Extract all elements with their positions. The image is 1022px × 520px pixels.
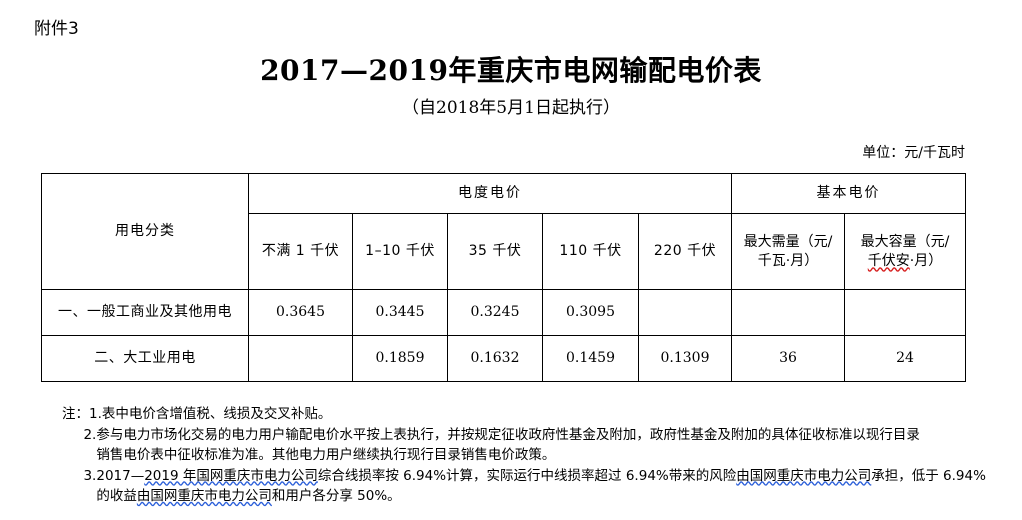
note-item: 2. 参与电力市场化交易的电力用户输配电价水平按上表执行，并按规定征收政府性基金… bbox=[62, 425, 1012, 466]
header-voltage-35kv: 35 千伏 bbox=[447, 213, 543, 290]
note-3-seg-6: 的收益 bbox=[96, 488, 137, 504]
note-3-seg-5: 承担，低于 6.94% bbox=[871, 467, 986, 484]
notes-prefix-spacer bbox=[62, 466, 83, 487]
cell-r1-c1: 0.1859 bbox=[352, 335, 448, 382]
cell-r0-c4 bbox=[637, 289, 733, 336]
note-3-line-2: 的收益由国网重庆市电力公司和用户各分享 50%。 bbox=[96, 486, 1012, 507]
note-body-1: 表中电价含增值税、线损及交叉补贴。 bbox=[101, 406, 332, 422]
header-max-demand-line1: 最大需量（元/ bbox=[743, 233, 833, 250]
header-category: 用电分类 bbox=[41, 173, 249, 290]
note-3-seg-3: 综合线损率按 6.94%计算，实际运行中线损率超过 6.94%带来的风险 bbox=[317, 467, 737, 484]
notes-prefix: 注： bbox=[62, 406, 89, 422]
row-label-general-commercial: 一、一般工商业及其他用电 bbox=[41, 289, 249, 336]
note-marker-3: 3. bbox=[83, 467, 97, 484]
unit-note: 单位：元/千瓦时 bbox=[862, 145, 965, 161]
cell-r1-c3: 0.1459 bbox=[542, 335, 639, 382]
cell-r0-c6 bbox=[844, 289, 967, 336]
page-title: 2017—2019年重庆市电网输配电价表 bbox=[260, 54, 762, 87]
header-max-capacity-unit-marked: 千伏安 bbox=[867, 252, 910, 269]
note-marker-2: 2. bbox=[83, 426, 97, 443]
cell-r0-c0: 0.3645 bbox=[248, 289, 353, 336]
cell-r1-c4: 0.1309 bbox=[637, 335, 733, 382]
header-voltage-under-1kv: 不满 1 千伏 bbox=[248, 213, 353, 290]
cell-r1-c0 bbox=[248, 335, 353, 382]
cell-r0-c5 bbox=[731, 289, 846, 336]
table-header-row-group: 用电分类 电度电价 基本电价 bbox=[41, 173, 967, 290]
note-item: 3. 2017—2019 年国网重庆市电力公司综合线损率按 6.94%计算，实际… bbox=[62, 466, 1012, 507]
note-3-seg-2: 2019 年国网重庆市电力公司 bbox=[144, 467, 318, 484]
header-max-demand-line2: 千瓦·月） bbox=[757, 252, 819, 269]
note-3-line-1: 2017—2019 年国网重庆市电力公司综合线损率按 6.94%计算，实际运行中… bbox=[96, 466, 1012, 487]
header-max-demand: 最大需量（元/ 千瓦·月） bbox=[731, 213, 846, 290]
notes-prefix-spacer bbox=[62, 425, 83, 446]
header-voltage-220kv: 220 千伏 bbox=[637, 213, 733, 290]
cell-r0-c1: 0.3445 bbox=[352, 289, 448, 336]
header-group-basic-price: 基本电价 bbox=[731, 173, 967, 214]
table-header-row-columns: 不满 1 千伏 1–10 千伏 35 千伏 110 千伏 220 千伏 最大需量… bbox=[42, 213, 967, 290]
note-body-2: 参与电力市场化交易的电力用户输配电价水平按上表执行，并按规定征收政府性基金及附加… bbox=[96, 425, 1012, 466]
table-row: 一、一般工商业及其他用电 0.3645 0.3445 0.3245 0.3095 bbox=[41, 289, 967, 336]
electricity-price-table: 用电分类 电度电价 基本电价 不满 1 千伏 1–10 千伏 35 千伏 110… bbox=[41, 173, 967, 382]
row-label-large-industry: 二、大工业用电 bbox=[41, 335, 249, 382]
header-max-capacity-unit-rest: ·月） bbox=[909, 252, 943, 269]
note-2-line-1: 参与电力市场化交易的电力用户输配电价水平按上表执行，并按规定征收政府性基金及附加… bbox=[96, 426, 920, 443]
attachment-label: 附件3 bbox=[34, 19, 79, 39]
header-voltage-110kv: 110 千伏 bbox=[542, 213, 639, 290]
note-3-seg-4: 由国网重庆市电力公司 bbox=[736, 467, 872, 484]
cell-r0-c3: 0.3095 bbox=[542, 289, 639, 336]
note-2-line-2: 销售电价表中征收标准为准。其他电力用户继续执行现行目录销售电价政策。 bbox=[96, 447, 556, 463]
page-subtitle: （自2018年5月1日起执行） bbox=[402, 98, 620, 118]
cell-r0-c2: 0.3245 bbox=[447, 289, 543, 336]
note-marker-1: 1. bbox=[89, 406, 102, 422]
note-item: 注： 1. 表中电价含增值税、线损及交叉补贴。 bbox=[62, 404, 1012, 425]
header-group-energy-price: 电度电价 bbox=[247, 173, 733, 214]
header-voltage-1-10kv: 1–10 千伏 bbox=[352, 213, 448, 290]
cell-r1-c2: 0.1632 bbox=[447, 335, 543, 382]
note-3-seg-7: 由国网重庆市电力公司 bbox=[136, 488, 272, 504]
note-3-seg-8: 和用户各分享 50%。 bbox=[271, 488, 401, 504]
table-row: 二、大工业用电 0.1859 0.1632 0.1459 0.1309 36 2… bbox=[41, 335, 967, 382]
note-body-3: 2017—2019 年国网重庆市电力公司综合线损率按 6.94%计算，实际运行中… bbox=[96, 466, 1012, 507]
header-max-capacity: 最大容量（元/ 千伏安·月） bbox=[844, 213, 967, 290]
notes-section: 注： 1. 表中电价含增值税、线损及交叉补贴。 2. 参与电力市场化交易的电力用… bbox=[62, 404, 1012, 507]
cell-r1-c6: 24 bbox=[844, 335, 967, 382]
cell-r1-c5: 36 bbox=[731, 335, 846, 382]
header-max-capacity-line1: 最大容量（元/ bbox=[860, 233, 950, 250]
note-3-seg-1: 2017— bbox=[96, 467, 145, 484]
